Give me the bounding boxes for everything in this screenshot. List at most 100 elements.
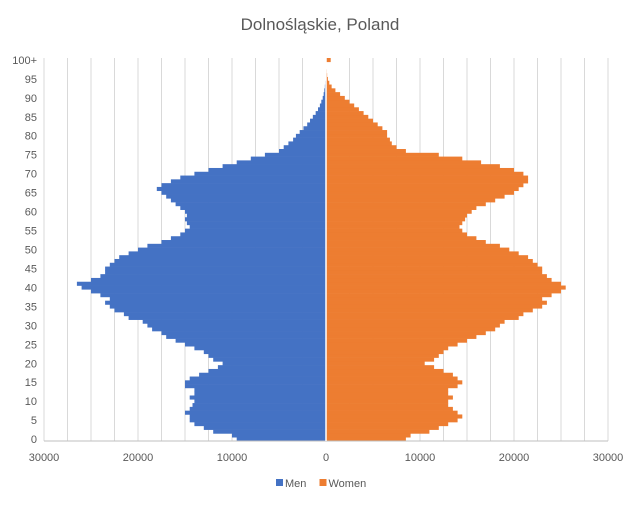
bar-men-age-14 (185, 384, 326, 389)
bar-women-age-33 (326, 312, 524, 317)
bar-women-age-86 (326, 111, 364, 116)
bar-women-age-76 (326, 149, 406, 154)
bar-men-age-30 (147, 323, 326, 328)
bar-women-age-30 (326, 323, 500, 328)
bar-women-age-93 (326, 84, 332, 89)
bar-men-age-58 (185, 217, 326, 222)
bar-women-age-27 (326, 334, 477, 339)
bar-men-age-40 (81, 285, 326, 290)
bar-women-age-6 (326, 414, 463, 419)
bar-women-age-92 (326, 88, 336, 93)
bar-women-age-54 (326, 232, 467, 237)
bar-men-age-28 (161, 331, 326, 336)
bar-women-age-80 (326, 133, 388, 138)
bar-women-age-95 (326, 76, 328, 82)
bar-women-age-28 (326, 331, 486, 336)
bar-men-age-18 (208, 368, 326, 374)
bar-women-age-1 (326, 433, 411, 438)
x-tick-label: 10000 (217, 452, 248, 464)
bar-women-age-32 (326, 315, 519, 320)
bar-women-age-47 (326, 258, 533, 264)
bar-men-age-48 (119, 255, 326, 260)
y-tick-label: 70 (25, 169, 37, 181)
bar-men-age-21 (213, 357, 326, 362)
bar-women-age-45 (326, 266, 543, 271)
bar-men-age-38 (100, 293, 327, 298)
bar-men-age-43 (100, 274, 327, 279)
bar-men-age-81 (299, 130, 326, 135)
bar-women-age-64 (326, 194, 505, 199)
bar-women-age-94 (326, 80, 330, 85)
bar-men-age-34 (114, 308, 326, 313)
bar-men-age-4 (194, 422, 326, 427)
bar-women-age-81 (326, 130, 388, 135)
x-tick-label: 20000 (499, 452, 530, 464)
bar-women-age-91 (326, 92, 341, 97)
bar-women-age-89 (326, 99, 350, 104)
bar-men-age-27 (166, 334, 326, 339)
bar-men-age-16 (189, 376, 326, 381)
bar-women-age-35 (326, 304, 543, 309)
bar-women-age-56 (326, 224, 460, 229)
bar-women-age-52 (326, 240, 486, 245)
bar-women-age-3 (326, 425, 439, 430)
bar-women-age-74 (326, 156, 463, 161)
bar-men-age-78 (288, 141, 326, 146)
bar-women-age-100 (326, 58, 331, 63)
y-tick-label: 50 (25, 245, 37, 257)
bar-women-age-63 (326, 198, 496, 203)
bar-women-age-53 (326, 236, 477, 241)
y-tick-label: 5 (31, 415, 37, 427)
bar-women-age-19 (326, 365, 435, 370)
bar-women-age-44 (326, 270, 543, 275)
bar-women-age-10 (326, 399, 449, 404)
y-tick-label: 20 (25, 358, 37, 370)
bar-women-age-70 (326, 171, 524, 176)
bar-men-age-91 (323, 92, 326, 97)
bar-women-age-65 (326, 190, 514, 195)
bar-men-age-36 (105, 300, 326, 305)
bar-women-age-40 (326, 285, 566, 290)
y-tick-label: 35 (25, 301, 37, 313)
bar-men-age-77 (283, 145, 326, 150)
bar-men-age-19 (217, 365, 326, 370)
axes: 30000 20000 10000 0 10000 20000 30000 0 5 10 15 20 2… (12, 55, 623, 464)
bar-women-age-26 (326, 338, 467, 343)
x-tick-label: 20000 (123, 452, 154, 464)
bar-men-age-67 (161, 183, 326, 188)
bar-men-age-55 (185, 228, 326, 233)
bar-men-age-5 (189, 418, 326, 423)
bar-men-age-52 (161, 240, 326, 245)
legend-swatch-men (276, 479, 283, 486)
bar-women-age-23 (326, 349, 444, 355)
bar-men-age-68 (170, 179, 326, 184)
bar-women-age-29 (326, 327, 496, 332)
bar-women-age-20 (326, 361, 425, 366)
bar-men-age-87 (318, 107, 326, 112)
bar-men-age-63 (170, 198, 326, 203)
bar-men-age-17 (199, 372, 326, 377)
bar-men-age-75 (264, 152, 326, 157)
bar-men-age-35 (109, 304, 326, 309)
y-tick-label: 55 (25, 226, 37, 238)
bar-women-age-5 (326, 418, 458, 423)
bar-women-age-62 (326, 202, 486, 207)
bar-women-age-18 (326, 368, 444, 374)
bar-women-age-87 (326, 107, 359, 112)
bar-men-age-86 (315, 111, 326, 116)
bar-men-age-23 (203, 349, 326, 355)
bar-women-age-14 (326, 384, 458, 389)
bar-women-age-4 (326, 422, 449, 427)
bar-women-age-16 (326, 376, 458, 381)
bar-women-age-85 (326, 114, 369, 119)
bar-women-age-48 (326, 255, 529, 260)
bar-women-age-84 (326, 118, 373, 123)
bar-men-age-7 (185, 410, 326, 415)
bar-men-age-49 (128, 251, 326, 256)
bar-women-age-37 (326, 296, 543, 301)
bar-women-age-2 (326, 429, 430, 434)
bar-men-age-15 (185, 380, 326, 385)
bar-men-age-80 (295, 133, 326, 138)
bar-women-age-77 (326, 145, 397, 150)
